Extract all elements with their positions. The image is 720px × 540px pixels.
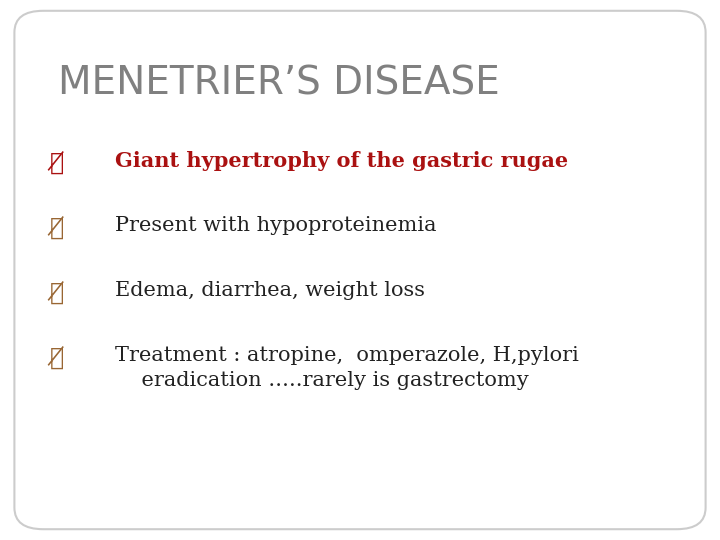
Text: ⎍̸: ⎍̸ — [50, 216, 65, 240]
Text: Edema, diarrhea, weight loss: Edema, diarrhea, weight loss — [115, 281, 426, 300]
Text: ⎍̸: ⎍̸ — [50, 151, 65, 175]
Text: Giant hypertrophy of the gastric rugae: Giant hypertrophy of the gastric rugae — [115, 151, 568, 171]
Text: Present with hypoproteinemia: Present with hypoproteinemia — [115, 216, 437, 235]
FancyBboxPatch shape — [14, 11, 706, 529]
Text: Treatment : atropine,  omperazole, H,pylori
    eradication …..rarely is gastrec: Treatment : atropine, omperazole, H,pylo… — [115, 346, 579, 389]
Text: MENETRIER’S DISEASE: MENETRIER’S DISEASE — [58, 65, 500, 103]
Text: ⎍̸: ⎍̸ — [50, 346, 65, 369]
Text: ⎍̸: ⎍̸ — [50, 281, 65, 305]
